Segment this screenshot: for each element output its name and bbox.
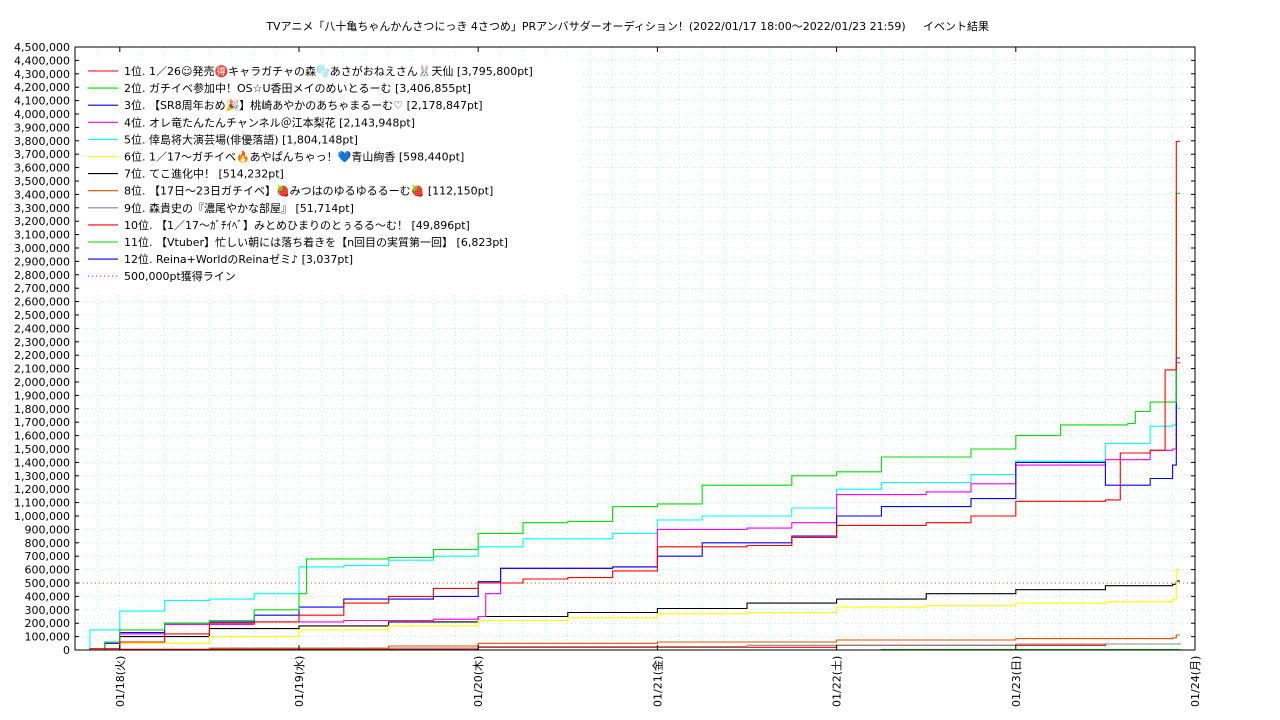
chart-subtitle: イベント結果: [923, 19, 989, 33]
series-line-6: [75, 569, 1180, 651]
y-tick-label: 3,200,000: [14, 215, 70, 228]
x-tick-label: 01/18(火): [114, 656, 127, 707]
y-tick-label: 2,500,000: [14, 309, 70, 322]
y-tick-label: 3,700,000: [14, 148, 70, 161]
series-line-5: [75, 407, 1180, 651]
y-tick-label: 3,000,000: [14, 242, 70, 255]
legend-entry: 500,000pt獲得ライン: [124, 270, 236, 283]
legend-entry: 12位. Reina+WorldのReinaゼミ♪ [3,037pt]: [124, 252, 353, 266]
y-tick-label: 4,500,000: [14, 41, 70, 54]
plot-frame: [74, 46, 1196, 651]
y-tick-label: 800,000: [25, 537, 71, 550]
x-tick-label: 01/24(月): [1189, 656, 1202, 707]
legend-entry: 7位. てこ進化中！ [514,232pt]: [124, 167, 284, 181]
series-line-1: [75, 140, 1180, 651]
y-tick-label: 900,000: [25, 523, 71, 536]
y-tick-label: 1,700,000: [14, 416, 70, 429]
y-tick-label: 4,100,000: [14, 95, 70, 108]
x-tick-label: 01/22(土): [831, 656, 844, 707]
y-tick-label: 600,000: [25, 564, 71, 577]
legend-entry: 9位. 森貴史の『濃尾やかな部屋』 [51,714pt]: [124, 201, 354, 215]
y-tick-label: 1,400,000: [14, 456, 70, 469]
y-tick-label: 2,400,000: [14, 322, 70, 335]
legend-entry: 6位. 1／17〜ガチイベ🔥あやぱんちゃっ！💙青山絢香 [598,440pt]: [124, 150, 464, 164]
x-tick-label: 01/19(水): [293, 656, 306, 707]
y-tick-label: 2,000,000: [14, 376, 70, 389]
y-tick-label: 4,000,000: [14, 108, 70, 121]
y-tick-label: 3,500,000: [14, 175, 70, 188]
y-tick-label: 3,600,000: [14, 162, 70, 175]
y-tick-label: 2,600,000: [14, 296, 70, 309]
y-tick-label: 400,000: [25, 590, 71, 603]
y-tick-label: 1,200,000: [14, 483, 70, 496]
y-tick-label: 3,800,000: [14, 135, 70, 148]
y-tick-label: 1,800,000: [14, 403, 70, 416]
y-tick-label: 200,000: [25, 617, 71, 630]
legend-entry: 4位. オレ竜たんたんチャンネル＠江本梨花 [2,143,948pt]: [124, 115, 415, 129]
legend-entry: 10位. 【1／17〜ｶﾞﾁｲﾍﾞ】みとめひまりのとぅるる〜む！ [49,896…: [124, 218, 470, 232]
y-tick-label: 2,900,000: [14, 255, 70, 268]
y-tick-label: 4,300,000: [14, 68, 70, 81]
y-tick-label: 3,400,000: [14, 188, 70, 201]
y-tick-label: 1,600,000: [14, 430, 70, 443]
y-tick-label: 1,300,000: [14, 470, 70, 483]
y-tick-label: 2,700,000: [14, 282, 70, 295]
legend-entry: 3位. 【SR8周年おめ🎉】桃崎あやかのあちゃまるーむ♡ [2,178,847p…: [124, 98, 483, 112]
series-line-2: [75, 192, 1180, 651]
y-tick-label: 2,300,000: [14, 336, 70, 349]
y-tick-label: 4,200,000: [14, 81, 70, 94]
series-line-8: [75, 634, 1180, 651]
legend-box: [82, 60, 580, 292]
y-tick-label: 300,000: [25, 604, 71, 617]
y-tick-label: 500,000: [25, 577, 71, 590]
y-tick-label: 1,500,000: [14, 443, 70, 456]
legend-entry: 5位. 倖島将大演芸場(俳優落語) [1,804,148pt]: [124, 132, 358, 146]
y-tick-label: 1,900,000: [14, 389, 70, 402]
y-tick-label: 1,000,000: [14, 510, 70, 523]
y-tick-label: 100,000: [25, 631, 71, 644]
series-line-4: [75, 362, 1180, 651]
y-axis: 0100,000200,000300,000400,000500,000600,…: [14, 41, 1195, 657]
y-tick-label: 0: [63, 644, 70, 657]
y-tick-label: 4,400,000: [14, 54, 70, 67]
legend-entry: 8位. 【17日〜23日ガチイベ】🍓みつはのゆるゆるるーむ🍓 [112,150p…: [124, 184, 493, 198]
y-tick-label: 3,100,000: [14, 229, 70, 242]
x-tick-label: 01/23(日): [1010, 656, 1023, 707]
x-tick-label: 01/20(木): [472, 656, 485, 707]
legend: 1位. 1／26☺発売🉐キャラガチャの森🫧あさがおねえさん🐰天仙 [3,795,…: [82, 60, 580, 292]
legend-entry: 1位. 1／26☺発売🉐キャラガチャの森🫧あさがおねえさん🐰天仙 [3,795,…: [124, 64, 533, 78]
x-tick-label: 01/21(金): [650, 656, 664, 707]
y-tick-label: 2,800,000: [14, 269, 70, 282]
x-axis: 01/18(火) 01/19(水) 01/20(木) 01/21(金) 01/22(土)…: [114, 47, 1202, 707]
y-tick-label: 1,100,000: [14, 497, 70, 510]
y-tick-label: 2,100,000: [14, 363, 70, 376]
legend-entry: 2位. ガチイベ参加中！OS☆U香田メイのめいとるーむ [3,406,855pt…: [124, 81, 471, 95]
y-tick-label: 700,000: [25, 550, 71, 563]
chart-title: TVアニメ「八十亀ちゃんかんさつにっき 4さつめ」PRアンバサダーオーディション…: [265, 19, 905, 33]
y-tick-label: 2,200,000: [14, 349, 70, 362]
legend-entry: 11位. 【Vtuber】忙しい朝には落ち着きを【n回目の実質第一回】 [6,8…: [124, 235, 508, 249]
series-line-7: [75, 580, 1180, 651]
y-tick-label: 3,300,000: [14, 202, 70, 215]
y-tick-label: 3,900,000: [14, 121, 70, 134]
